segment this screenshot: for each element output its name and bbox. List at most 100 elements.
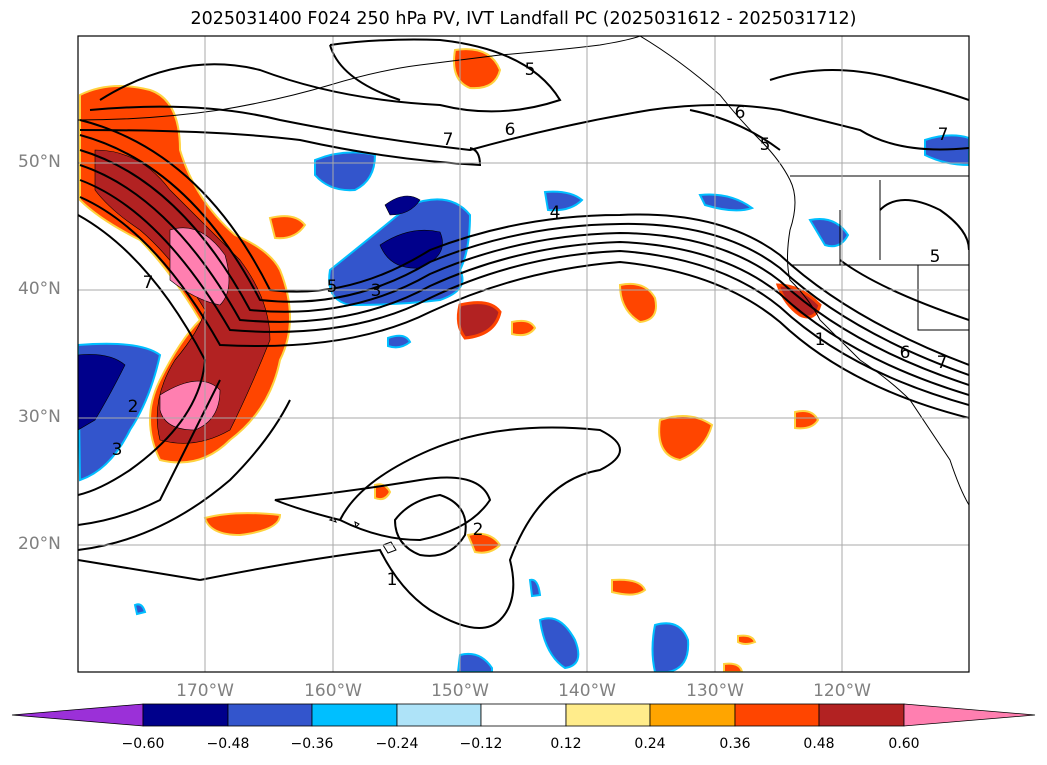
colorbar-tick: 0.60 bbox=[888, 736, 920, 752]
contour-line bbox=[78, 379, 221, 526]
contour-line bbox=[79, 149, 969, 386]
lon-label-170w: 170°W bbox=[176, 681, 234, 701]
lon-label-160w: 160°W bbox=[304, 681, 362, 701]
lat-label-50n: 50°N bbox=[18, 152, 61, 172]
contour-label: 5 bbox=[525, 60, 536, 80]
contour-label: 1 bbox=[815, 330, 826, 350]
contour-label: 1 bbox=[387, 570, 398, 590]
contour-line bbox=[79, 196, 969, 419]
contour-line bbox=[79, 119, 969, 366]
colorbar-tick: −0.12 bbox=[459, 736, 503, 752]
contour-label: 7 bbox=[143, 273, 154, 293]
contour-line bbox=[79, 134, 969, 376]
negative-pv-patch bbox=[698, 193, 755, 212]
colorbar-tick: −0.48 bbox=[206, 736, 250, 752]
colorbar-segment bbox=[396, 703, 482, 727]
lon-label-140w: 140°W bbox=[558, 681, 616, 701]
negative-pv-patch bbox=[314, 151, 377, 192]
colorbar-segment bbox=[480, 703, 567, 727]
negative-pv-patch bbox=[456, 652, 493, 672]
contour-line bbox=[78, 399, 291, 551]
colorbar-extend-low bbox=[11, 703, 144, 727]
positive-pv-patch bbox=[511, 319, 537, 337]
contour-line bbox=[78, 559, 201, 581]
negative-pv-patch bbox=[538, 617, 580, 670]
negative-pv-patch bbox=[543, 190, 584, 212]
contour-line bbox=[79, 164, 969, 396]
positive-pv-patch bbox=[203, 512, 282, 537]
contour-label-group: 5 6 7 6 5 7 7 4 5 3 5 6 7 1 2 3 2 1 bbox=[112, 60, 949, 590]
contour-line bbox=[769, 69, 969, 101]
ivt-contours bbox=[78, 38, 969, 629]
lat-label-30n: 30°N bbox=[18, 407, 61, 427]
contour-label: 5 bbox=[930, 247, 941, 267]
contour-label: 7 bbox=[937, 353, 948, 373]
lat-label-40n: 40°N bbox=[18, 279, 61, 299]
colorbar-tick: 0.48 bbox=[803, 736, 835, 752]
map-frame bbox=[77, 35, 970, 673]
colorbar-extend-high bbox=[903, 703, 1036, 727]
contour-line bbox=[779, 109, 969, 151]
positive-pv-patch bbox=[374, 483, 392, 501]
alaska-coastline bbox=[78, 36, 641, 121]
colorbar-tick: −0.24 bbox=[375, 736, 419, 752]
lon-label-150w: 150°W bbox=[431, 681, 489, 701]
contour-line bbox=[879, 199, 969, 251]
contour-line bbox=[329, 44, 401, 101]
positive-pv-patch bbox=[456, 301, 502, 340]
negative-pv-core bbox=[379, 195, 443, 269]
colorbar-tick: 0.24 bbox=[634, 736, 666, 752]
colorbar-segment bbox=[649, 703, 736, 727]
colorbar-tick: −0.60 bbox=[121, 736, 165, 752]
contour-line bbox=[99, 38, 562, 113]
contour-label: 5 bbox=[760, 135, 771, 155]
colorbar-tick: −0.36 bbox=[290, 736, 334, 752]
plot-title: 2025031400 F024 250 hPa PV, IVT Landfall… bbox=[190, 9, 857, 29]
colorbar-segment bbox=[227, 703, 313, 727]
contour-line bbox=[274, 476, 492, 542]
colorbar-segment bbox=[734, 703, 820, 727]
contour-line bbox=[79, 129, 482, 167]
contour-label: 6 bbox=[505, 120, 516, 140]
contour-label: 3 bbox=[371, 281, 382, 301]
negative-pv-patch bbox=[133, 334, 542, 616]
contour-label: 2 bbox=[473, 520, 484, 540]
contour-line bbox=[689, 109, 781, 151]
positive-pv-patch bbox=[723, 634, 757, 672]
positive-pv-patch bbox=[794, 410, 820, 430]
contour-line bbox=[393, 493, 467, 557]
contour-label: 3 bbox=[112, 440, 123, 460]
lon-label-120w: 120°W bbox=[813, 681, 871, 701]
coastlines bbox=[78, 36, 969, 554]
contour-label: 7 bbox=[938, 125, 949, 145]
contour-label: 6 bbox=[735, 103, 746, 123]
colorbar-segment bbox=[565, 703, 651, 727]
colorbar bbox=[11, 703, 1036, 727]
contour-label: 7 bbox=[443, 130, 454, 150]
positive-pv-patch bbox=[268, 215, 307, 240]
negative-pv-patch bbox=[651, 622, 690, 672]
contour-label: 5 bbox=[327, 277, 338, 297]
contour-line bbox=[78, 214, 207, 496]
negative-pv-core bbox=[78, 354, 126, 431]
positive-pv-patch bbox=[453, 48, 502, 90]
gridlines bbox=[78, 36, 969, 672]
contour-label: 4 bbox=[550, 203, 561, 223]
colorbar-tick: 0.36 bbox=[719, 736, 751, 752]
negative-pv-patch bbox=[808, 218, 850, 248]
positive-pv-patch bbox=[611, 578, 647, 596]
contour-line bbox=[199, 426, 621, 629]
contour-line bbox=[79, 179, 969, 406]
state-borders bbox=[790, 180, 969, 331]
contour-line bbox=[89, 104, 781, 152]
colorbar-tick: 0.12 bbox=[550, 736, 582, 752]
positive-pv-patch bbox=[658, 415, 714, 462]
colorbar-segment bbox=[818, 703, 905, 727]
contour-label: 6 bbox=[900, 343, 911, 363]
contour-label: 2 bbox=[128, 397, 139, 417]
colorbar-segment bbox=[311, 703, 398, 727]
lat-label-20n: 20°N bbox=[18, 534, 61, 554]
colorbar-segment bbox=[142, 703, 229, 727]
lon-label-130w: 130°W bbox=[686, 681, 744, 701]
